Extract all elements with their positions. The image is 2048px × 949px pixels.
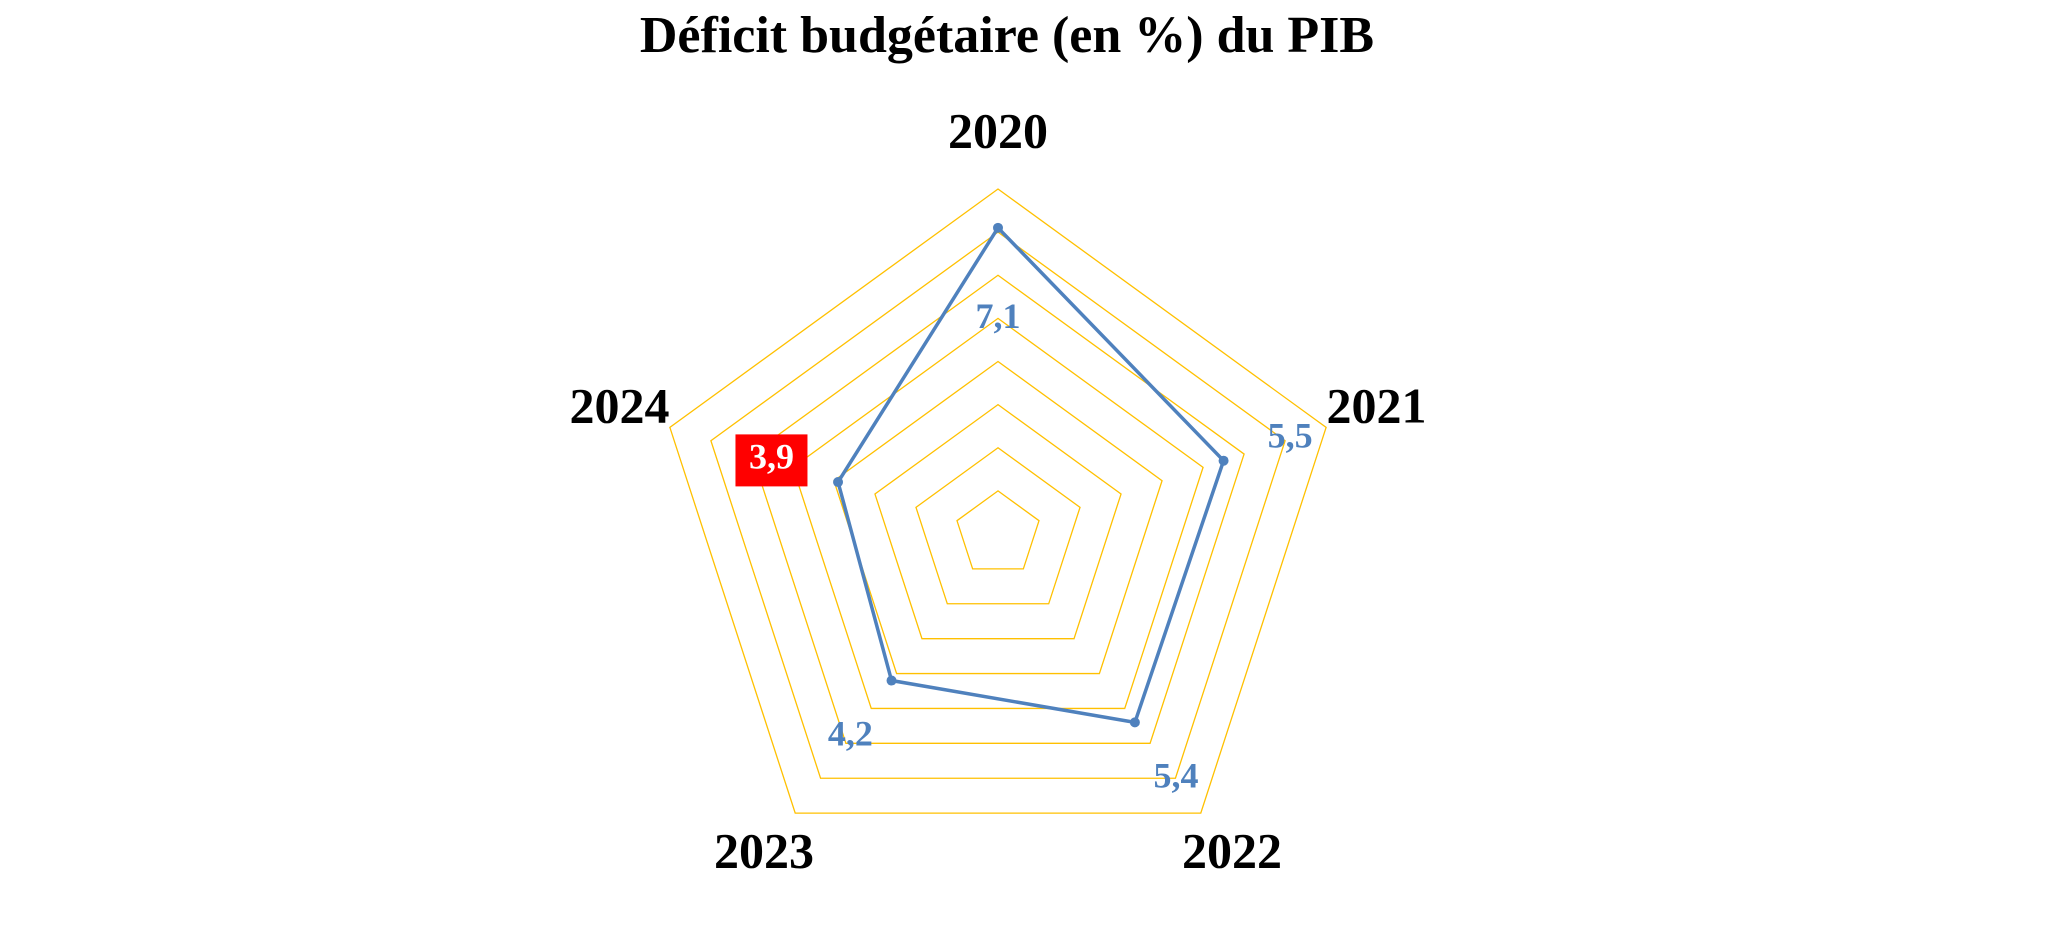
- data-point: [1129, 717, 1140, 728]
- data-point: [886, 675, 897, 686]
- label-highlight: [735, 434, 808, 487]
- grid-ring: [751, 274, 1245, 744]
- grid-ring: [956, 490, 1040, 570]
- data-point: [1218, 455, 1229, 466]
- data-label: 5,4: [1154, 755, 1199, 795]
- grid-ring: [710, 231, 1286, 779]
- category-label: 2023: [714, 822, 814, 878]
- data-point: [993, 222, 1003, 233]
- category-label: 2021: [1327, 377, 1427, 433]
- grid-ring: [874, 403, 1122, 640]
- series-line: [836, 224, 1226, 725]
- category-label: 2022: [1182, 822, 1282, 878]
- data-label: 5,5: [1268, 415, 1313, 455]
- data-label: 7,1: [976, 296, 1021, 336]
- category-label: 2020: [948, 102, 1048, 158]
- grid-ring: [833, 360, 1163, 675]
- data-label: 3,9: [749, 437, 794, 477]
- chart-title: Déficit budgétaire (en %) du PIB: [640, 7, 1374, 64]
- grid-ring: [669, 188, 1327, 814]
- grid-ring: [915, 446, 1081, 605]
- data-label: 4,2: [828, 713, 873, 753]
- category-label: 2024: [569, 377, 669, 433]
- grid-ring: [792, 317, 1204, 710]
- data-point: [833, 477, 844, 488]
